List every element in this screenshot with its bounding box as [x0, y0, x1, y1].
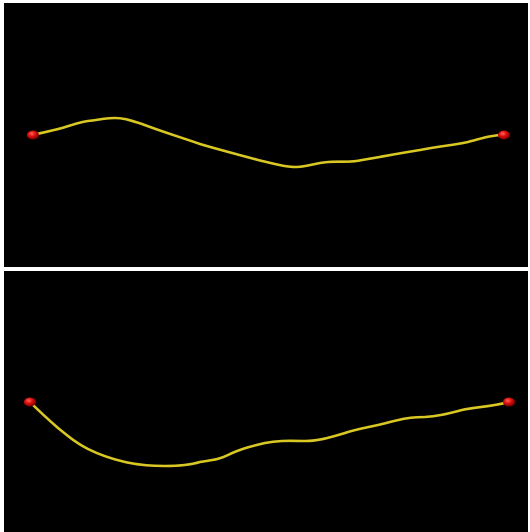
endpoint	[498, 131, 510, 140]
endpoint	[24, 398, 36, 407]
page	[0, 0, 530, 532]
endpoint	[503, 398, 515, 407]
endpoint	[27, 131, 39, 140]
top-panel	[4, 3, 528, 267]
bottom-panel	[4, 271, 528, 532]
screenshot	[0, 0, 530, 532]
